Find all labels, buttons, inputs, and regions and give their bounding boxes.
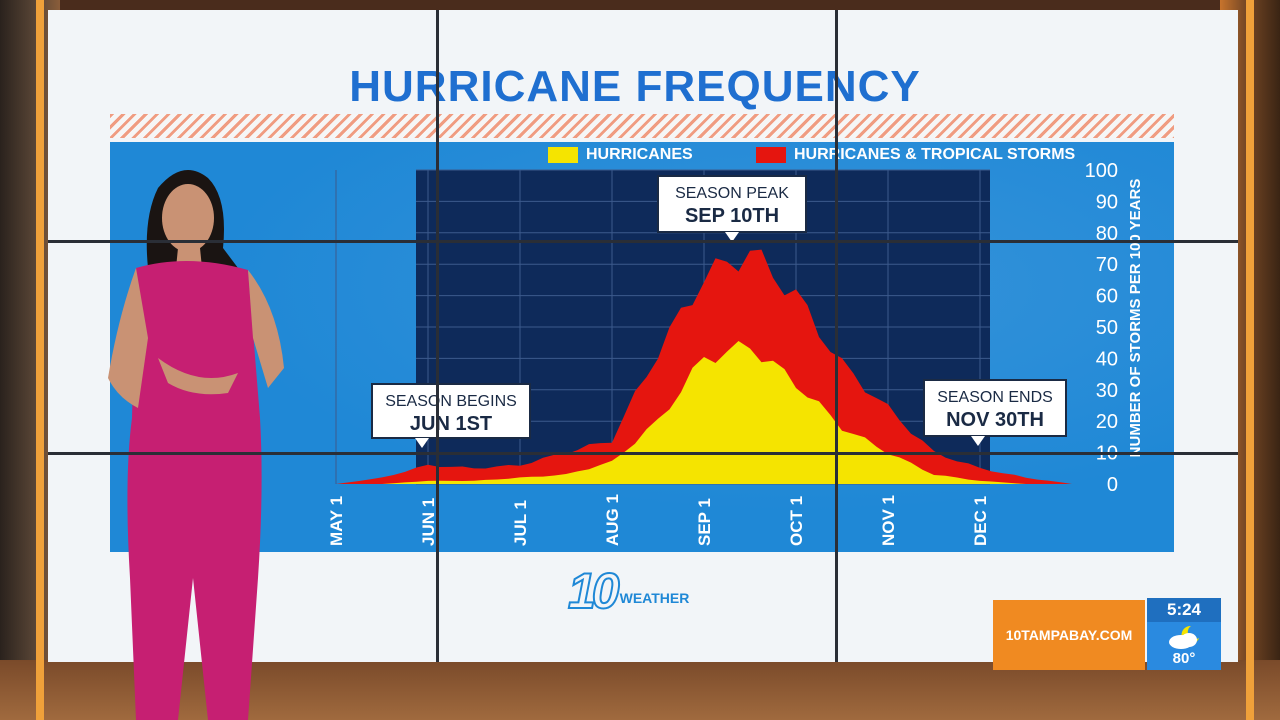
x-tick-label: NOV 1: [879, 495, 898, 546]
x-tick-label: JUN 1: [419, 498, 438, 546]
y-tick-label: 30: [1096, 380, 1118, 402]
callout-box: [657, 175, 807, 233]
area-hurricanes: [336, 341, 1072, 484]
legend-swatch-tropical-storms: [756, 147, 786, 163]
station-logo: 10 WEATHER: [567, 562, 690, 620]
x-tick-label: AUG 1: [603, 494, 622, 546]
y-axis-label: NUMBER OF STORMS PER 100 YEARS: [1127, 179, 1144, 458]
x-tick-label: SEP 1: [695, 498, 714, 546]
wall-seam-v1: [436, 10, 439, 662]
x-tick-label: MAY 1: [327, 496, 346, 546]
callout-label: SEASON BEGINS: [385, 393, 517, 410]
temperature: 80°: [1172, 650, 1196, 667]
station-url: 10TAMPABAY.COM: [993, 600, 1145, 670]
x-tick-label: DEC 1: [971, 496, 990, 546]
callout-value: SEP 10TH: [685, 205, 779, 227]
callout-pointer: [725, 232, 739, 242]
callout-label: SEASON PEAK: [675, 185, 789, 202]
callout-pointer: [415, 438, 429, 448]
weather-panel: [1147, 622, 1221, 670]
callout-season-begins: SEASON BEGINS JUN 1ST: [371, 383, 531, 448]
x-tick-label: OCT 1: [787, 496, 806, 546]
legend-item-tropical-storms: HURRICANES & TROPICAL STORMS: [756, 146, 1075, 164]
logo-number: 10: [567, 562, 621, 620]
callout-season-peak: SEASON PEAK SEP 10TH: [657, 175, 807, 242]
wall-seam-h2: [48, 452, 1238, 455]
y-tick-label: 70: [1096, 254, 1118, 276]
callout-box: [371, 383, 531, 439]
partly-cloudy-night-icon: [1169, 625, 1199, 649]
legend-label-tropical-storms: HURRICANES & TROPICAL STORMS: [794, 146, 1076, 163]
y-tick-label: 60: [1096, 286, 1118, 308]
callout-pointer: [971, 436, 985, 446]
presenter-figure: [108, 170, 284, 720]
callout-value: JUN 1ST: [410, 413, 492, 435]
screen-frame: [36, 0, 1254, 720]
wall-seam-h1: [48, 240, 1238, 243]
callout-box: [923, 379, 1067, 437]
legend-label-hurricanes: HURRICANES: [586, 146, 693, 163]
y-tick-label: 20: [1096, 411, 1118, 433]
callout-value: NOV 30TH: [946, 409, 1044, 431]
hatch-divider: [110, 114, 1174, 138]
wall-seam-v2: [835, 10, 838, 662]
y-tick-label: 0: [1107, 474, 1118, 496]
callout-season-ends: SEASON ENDS NOV 30TH: [923, 379, 1067, 446]
legend-item-hurricanes: HURRICANES: [548, 146, 693, 164]
y-tick-label: 40: [1096, 348, 1118, 370]
chart-title: HURRICANE FREQUENCY: [349, 62, 921, 111]
legend-swatch-hurricanes: [548, 147, 578, 163]
y-tick-label: 100: [1085, 160, 1118, 182]
callout-label: SEASON ENDS: [937, 389, 1053, 406]
y-tick-label: 50: [1096, 317, 1118, 339]
logo-word: WEATHER: [619, 590, 690, 606]
clock-time: 5:24: [1147, 598, 1221, 622]
x-axis-ticks: MAY 1 JUN 1 JUL 1 AUG 1 SEP 1 OCT 1 NOV 1 DEC 1: [327, 494, 990, 546]
y-tick-label: 90: [1096, 191, 1118, 213]
x-tick-label: JUL 1: [511, 500, 530, 546]
y-tick-label: 80: [1096, 223, 1118, 245]
